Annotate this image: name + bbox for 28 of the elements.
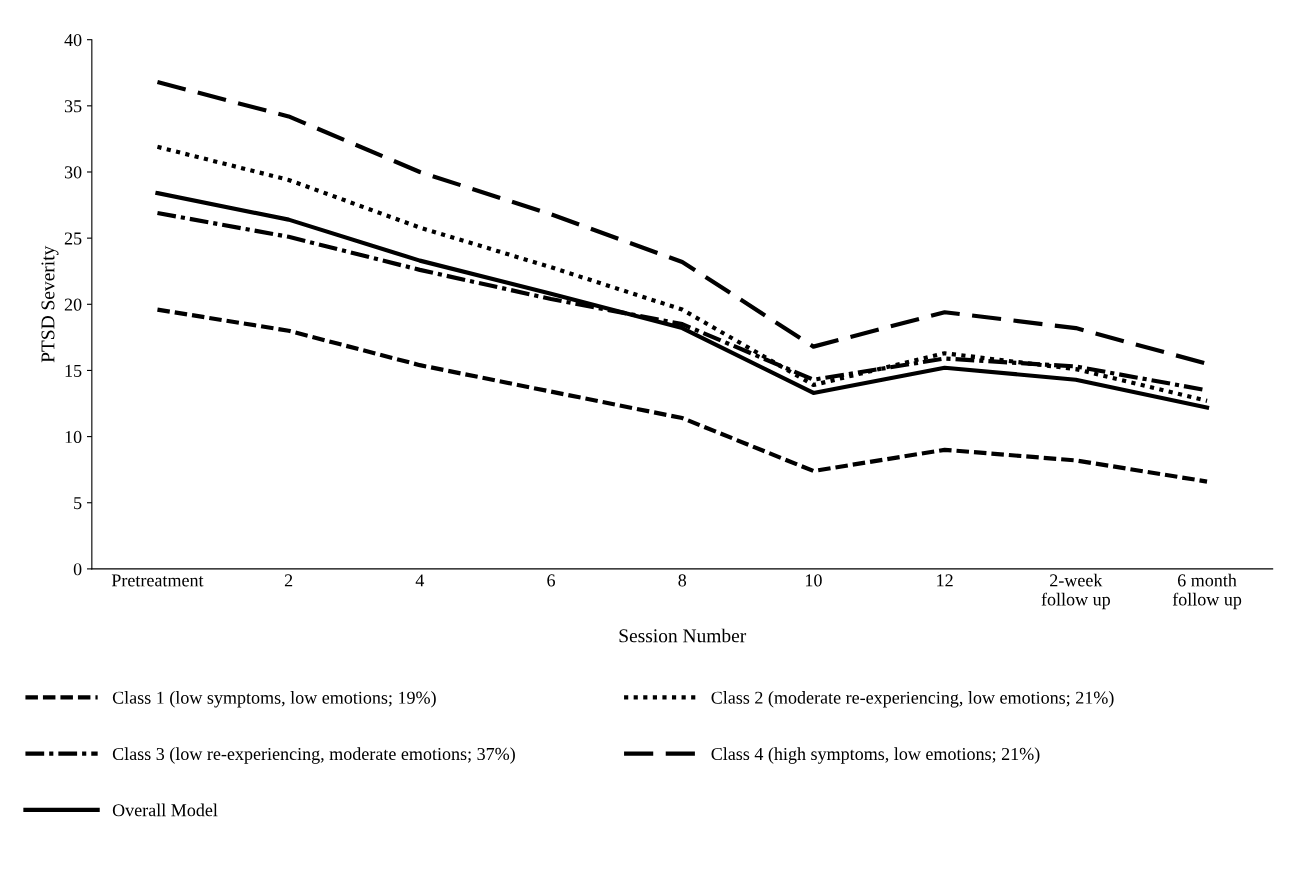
legend-label: Class 3 (low re-experiencing, moderate emotions; 37%) [112, 747, 515, 764]
line-series [155, 144, 1210, 403]
y-tick-label: 30 [64, 166, 82, 179]
x-tick-label: 10 [806, 574, 822, 587]
x-tick-label: 2 [284, 574, 293, 587]
x-tick-label: 8 [678, 574, 687, 587]
y-tick-label: 5 [74, 497, 82, 510]
y-tick-label: 35 [64, 100, 82, 113]
legend-label: Overall Model [112, 803, 218, 817]
x-tick-label: 6 month follow up [1172, 573, 1242, 610]
y-axis-title: PTSD Severity [41, 245, 59, 363]
x-tick-label: 2-week follow up [1041, 573, 1110, 610]
y-tick-label: 10 [65, 430, 82, 444]
line-series [155, 307, 1210, 484]
legend-label: Class 4 (high symptoms, low emotions; 21%) [711, 747, 1040, 764]
legend-label: Class 2 (moderate re-experiencing, low emotions; 21%) [711, 691, 1114, 708]
y-tick-label: 25 [64, 232, 82, 245]
x-tick-label: 4 [415, 574, 425, 587]
line-series [155, 191, 1210, 410]
legend-label: Class 1 (low symptoms, low emotions; 19%) [112, 691, 436, 708]
y-tick-label: 15 [65, 364, 82, 377]
y-tick-label: 40 [64, 33, 82, 47]
x-tick-label: 12 [937, 574, 953, 587]
x-axis-title: Session Number [619, 628, 747, 643]
x-tick-label: Pretreatment [111, 574, 204, 587]
y-tick-label: 20 [64, 298, 82, 311]
x-tick-label: 6 [547, 574, 556, 587]
y-tick-label: 0 [73, 563, 82, 576]
